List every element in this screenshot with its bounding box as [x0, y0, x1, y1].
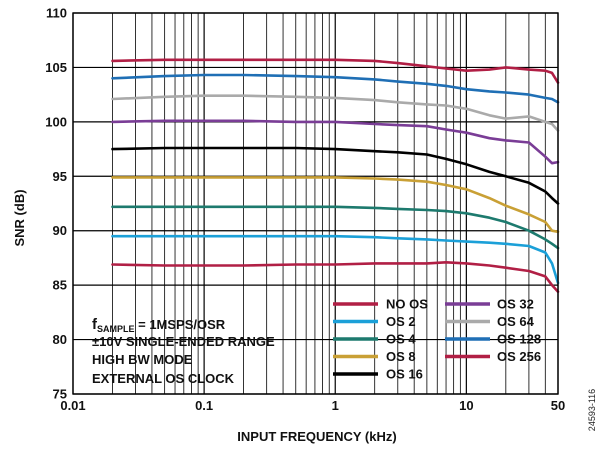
- legend: NO OS OS 2 OS 4 OS 8 OS 16 OS 32 OS 64 OS 128 OS…: [333, 297, 541, 382]
- x-tick-label: 1: [332, 398, 339, 413]
- series-line-os-64: [111, 94, 560, 132]
- y-tick-label: 80: [53, 332, 67, 347]
- x-tick-label: 50: [551, 398, 565, 413]
- conditions-annotation: fSAMPLE = 1MSPS/OSR±10V SINGLE-ENDED RAN…: [92, 316, 275, 386]
- series-line-os-256: [111, 58, 560, 84]
- legend-label: NO OS: [386, 297, 428, 312]
- legend-label: OS 8: [386, 349, 416, 364]
- figure-id: 24593-116: [587, 389, 597, 431]
- y-tick-label: 85: [53, 278, 67, 293]
- legend-label: OS 32: [497, 297, 534, 312]
- y-axis-title: SNR (dB): [12, 189, 27, 246]
- legend-label: OS 4: [386, 332, 416, 347]
- x-tick-label: 0.01: [60, 398, 85, 413]
- y-tick-label: 95: [53, 169, 67, 184]
- plot-frame: [72, 12, 559, 395]
- series-line-os-2: [111, 234, 560, 285]
- series-line-no-os: [111, 261, 560, 293]
- y-tick-label: 110: [46, 6, 67, 21]
- legend-label: OS 64: [497, 314, 535, 329]
- legend-label: OS 2: [386, 314, 416, 329]
- series-line-os-8: [111, 176, 560, 234]
- y-tick-label: 105: [45, 60, 67, 75]
- annotation-line: HIGH BW MODE: [92, 352, 193, 367]
- series-line-os-128: [111, 73, 560, 104]
- series-lines: [111, 58, 560, 293]
- legend-label: OS 16: [386, 367, 423, 382]
- x-tick-label: 0.1: [195, 398, 213, 413]
- annotation-line: fSAMPLE = 1MSPS/OSR: [92, 316, 226, 334]
- x-axis-title: INPUT FREQUENCY (kHz): [237, 429, 396, 444]
- y-tick-label: 90: [53, 223, 67, 238]
- legend-label: OS 128: [497, 332, 541, 347]
- annotation-line: ±10V SINGLE-ENDED RANGE: [92, 334, 275, 349]
- x-tick-label: 10: [459, 398, 473, 413]
- annotation-line: EXTERNAL OS CLOCK: [92, 371, 235, 386]
- series-line-os-32: [111, 119, 560, 165]
- y-tick-label: 100: [45, 114, 67, 129]
- series-line-os-4: [111, 205, 560, 250]
- y-tick-label: 75: [53, 387, 67, 402]
- series-line-os-16: [111, 146, 560, 205]
- legend-label: OS 256: [497, 349, 541, 364]
